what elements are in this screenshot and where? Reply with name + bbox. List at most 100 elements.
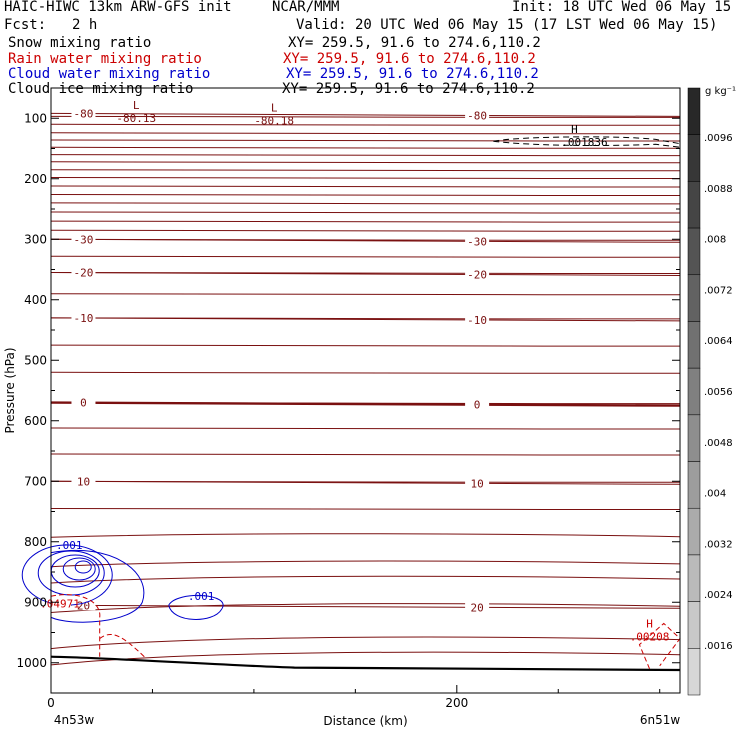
isotherm-label--80: -80 xyxy=(74,107,94,120)
colorbar-segment xyxy=(687,601,701,649)
extremum-marker: L xyxy=(271,101,278,114)
isotherm-label-bg xyxy=(71,233,96,245)
y-tick-label: 400 xyxy=(24,293,47,307)
isotherm-label-0: 0 xyxy=(80,397,87,410)
endpoint-left: 4n53w xyxy=(54,713,95,727)
isotherm-line xyxy=(50,176,681,180)
colorbar-tick-label: .0088 xyxy=(704,184,733,195)
colorbar-tick-label: .0016 xyxy=(704,641,733,652)
extremum-value: -80.18 xyxy=(254,114,294,127)
isotherm-line xyxy=(50,427,681,430)
colorbar-segment xyxy=(687,181,701,229)
isotherm-label--30: -30 xyxy=(467,235,487,248)
org-label: NCAR/MMM xyxy=(272,0,340,15)
isotherm-label-bg xyxy=(465,268,490,280)
colorbar-segment xyxy=(687,367,701,416)
colorbar-segment xyxy=(687,134,701,182)
isotherm-label-bg xyxy=(465,109,490,121)
isotherm-line xyxy=(50,185,681,188)
rain-label-bg xyxy=(51,597,71,609)
legend-cloudwater-label: Cloud water mixing ratio xyxy=(8,66,211,82)
cloud-water-label: .001 xyxy=(56,539,83,552)
isotherm-label-20: 20 xyxy=(470,601,483,614)
isotherm-label-10: 10 xyxy=(470,477,483,490)
y-tick-label: 800 xyxy=(24,535,47,549)
y-tick-label: 1000 xyxy=(16,656,47,670)
isotherm-0 xyxy=(50,401,681,407)
legend-cloudice-xy: XY= 259.5, 91.6 to 274.6,110.2 xyxy=(282,81,535,97)
isotherm-line xyxy=(50,575,681,584)
rain-water-contour xyxy=(50,594,145,658)
isotherm-label--10: -10 xyxy=(74,312,94,325)
colorbar-tick-label: .0072 xyxy=(704,285,733,296)
isotherm-line xyxy=(50,229,681,232)
valid-time: Valid: 20 UTC Wed 06 May 15 (17 LST Wed … xyxy=(296,17,718,33)
y-tick-label: 700 xyxy=(24,474,47,488)
extremum-marker: L xyxy=(133,99,140,112)
isotherm-line xyxy=(50,220,681,223)
isotherm-label-bg xyxy=(465,477,490,489)
isotherm-label-bg xyxy=(71,396,96,408)
isotherm-label-bg xyxy=(465,398,490,410)
colorbar-segment xyxy=(687,648,701,696)
isotherm-line xyxy=(50,317,681,320)
cloud-water-blob xyxy=(168,595,224,620)
colorbar-tick-label: .0024 xyxy=(704,590,733,601)
forecast-value: 2 h xyxy=(72,17,98,33)
cloud-water-contour xyxy=(62,557,96,581)
isotherm-line xyxy=(50,560,681,568)
isotherm-line xyxy=(50,636,681,650)
endpoint-right: 6n51w xyxy=(640,713,681,727)
colorbar-segment xyxy=(687,414,701,462)
isotherm-label-bg xyxy=(465,235,490,247)
isotherm-line xyxy=(50,255,681,258)
cloud-ice-contour xyxy=(493,136,681,148)
extremum-value: .001836 xyxy=(561,136,607,149)
colorbar-tick-label: .0064 xyxy=(704,336,733,347)
legend-cloudwater-xy: XY= 259.5, 91.6 to 274.6,110.2 xyxy=(286,66,539,82)
y-tick-label: 500 xyxy=(24,353,47,367)
isotherm-line xyxy=(50,193,681,197)
isotherm-line xyxy=(50,168,681,172)
isotherm-label--20: -20 xyxy=(74,267,94,280)
rain-water-contour xyxy=(638,622,681,669)
extremum-marker: H xyxy=(571,123,578,136)
x-tick-label: 200 xyxy=(445,696,468,710)
isotherm-line xyxy=(50,139,681,142)
isotherm-label--30: -30 xyxy=(74,233,94,246)
isotherm-line xyxy=(50,161,681,164)
y-tick-label: 600 xyxy=(24,414,47,428)
isotherm-line xyxy=(50,651,681,666)
extremum-value: .00208 xyxy=(630,631,670,644)
y-tick-label: 200 xyxy=(24,172,47,186)
colorbar-unit: g kg⁻¹ xyxy=(705,86,736,97)
isotherm-label-bg xyxy=(71,107,96,119)
isotherm-line xyxy=(50,123,681,126)
x-axis-label: Distance (km) xyxy=(323,714,407,728)
colorbar-segment xyxy=(687,274,701,322)
cloud-water-label: .001 xyxy=(188,590,215,603)
isotherm-label--10: -10 xyxy=(467,314,487,327)
isotherm-line xyxy=(50,344,681,347)
isotherm-line xyxy=(50,238,681,241)
colorbar-segment xyxy=(687,87,701,135)
chart-title: HAIC-HIWC 13km ARW-GFS init xyxy=(4,0,232,15)
y-axis-label: Pressure (hPa) xyxy=(3,347,17,433)
colorbar-tick-label: .0056 xyxy=(704,387,733,398)
legend-cloudice-label: Cloud ice mixing ratio xyxy=(8,81,194,97)
isotherm-label-bg xyxy=(71,311,96,323)
isotherm-label-0: 0 xyxy=(474,399,481,412)
isotherm-label-bg xyxy=(465,313,490,325)
isotherm-label-bg xyxy=(71,599,96,611)
isotherm-label-10: 10 xyxy=(77,475,90,488)
isotherm-line xyxy=(50,480,681,483)
isotherm-line xyxy=(50,146,681,149)
isotherm-line xyxy=(50,211,681,214)
colorbar-segment xyxy=(687,321,701,369)
rain-water-label: .04971 xyxy=(40,597,80,610)
isotherm-label-bg xyxy=(71,266,96,278)
cloud-water-contour xyxy=(74,560,92,574)
colorbar-segment xyxy=(687,507,701,556)
isotherm-label-bg xyxy=(465,601,490,613)
